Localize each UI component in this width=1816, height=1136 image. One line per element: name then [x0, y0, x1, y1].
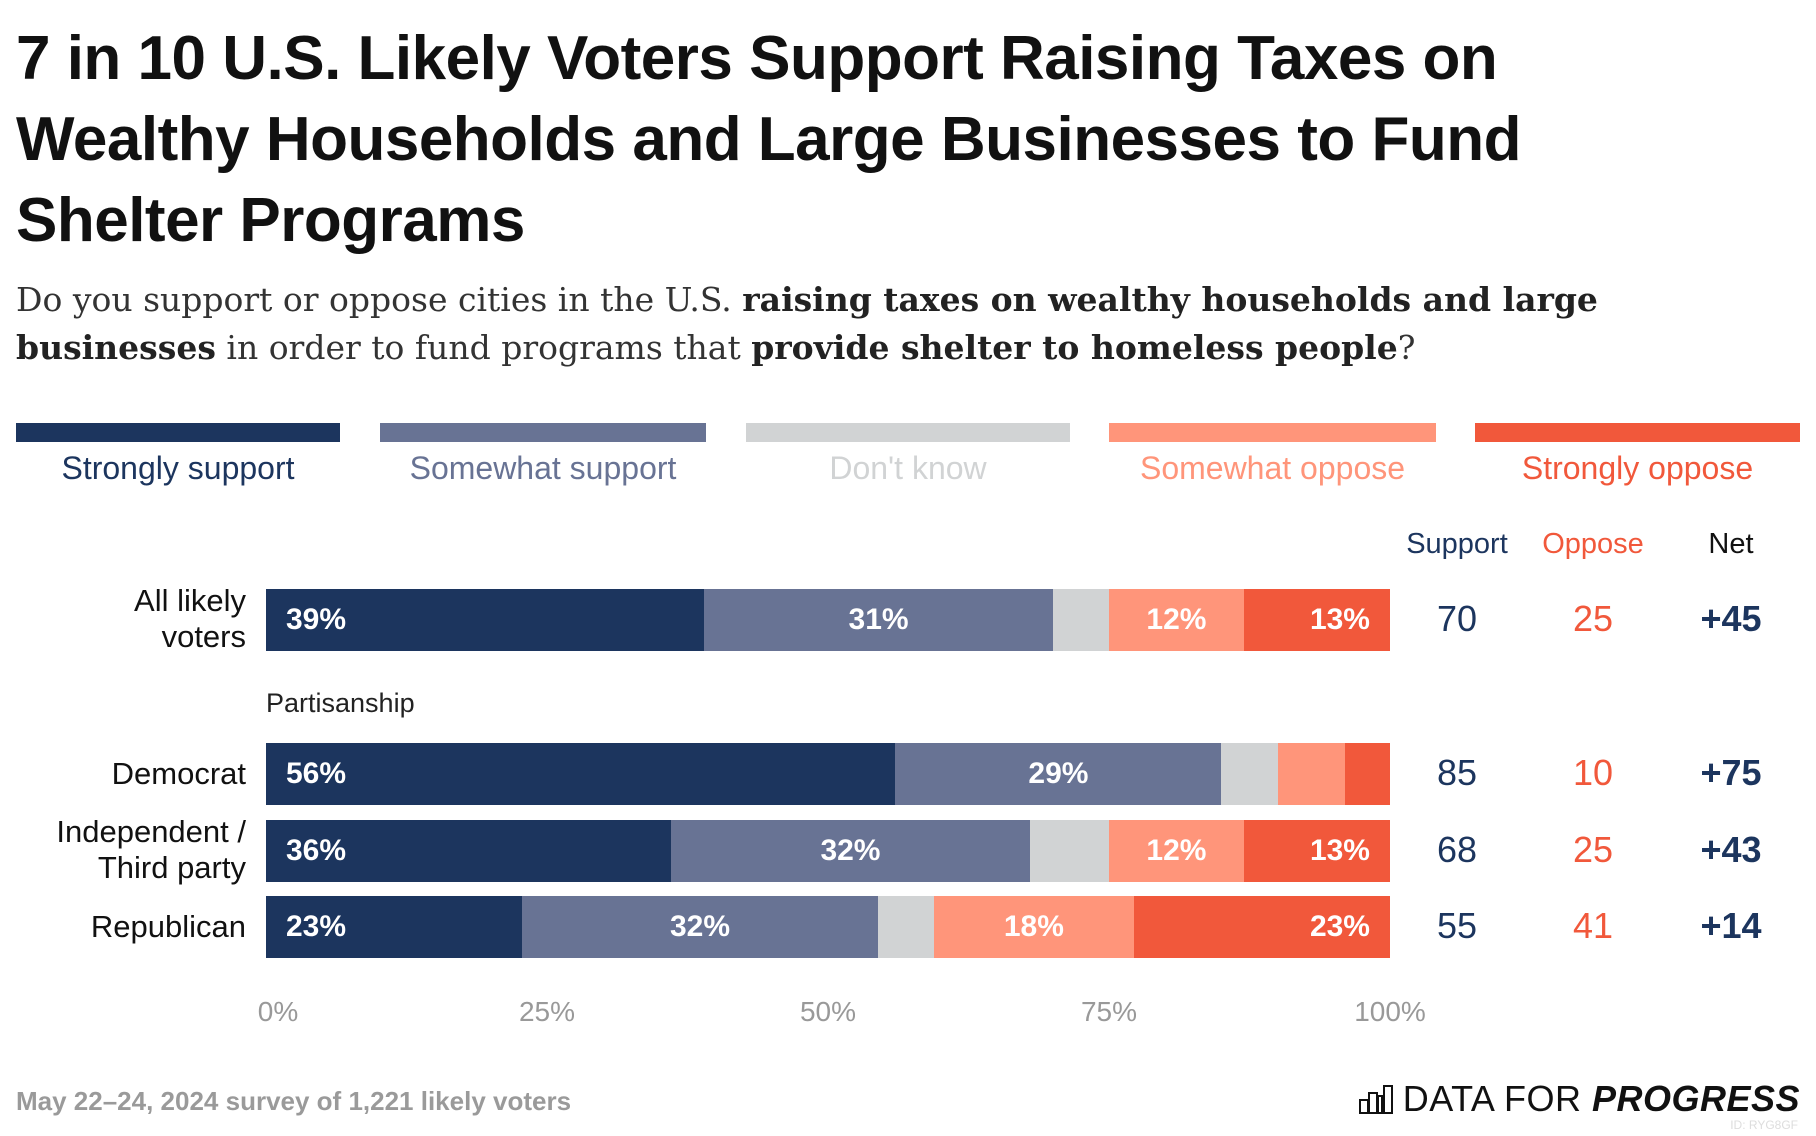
data-label: 12% [1146, 603, 1207, 636]
legend-label: Somewhat support [409, 450, 677, 486]
data-label: 23% [1309, 910, 1370, 943]
x-tick-label: 0% [257, 996, 299, 1027]
data-label: 36% [286, 834, 347, 867]
summary-net: +75 [1700, 752, 1762, 793]
chart-title: 7 in 10 U.S. Likely Voters Support Raisi… [16, 24, 1521, 255]
bar-segment [266, 743, 896, 805]
bar-segment [266, 820, 672, 882]
legend-swatch [1109, 423, 1436, 442]
bar-segment [1109, 589, 1245, 651]
summary-oppose: 41 [1572, 905, 1614, 946]
column-header: Net [1708, 528, 1754, 560]
bar-segment [1243, 589, 1391, 651]
data-label: 32% [669, 910, 731, 943]
bar-chart-logo-icon [1358, 1085, 1393, 1114]
footer-note: May 22–24, 2024 survey of 1,221 likely v… [16, 1086, 572, 1116]
chart-subtitle: Do you support or oppose cities in the U… [16, 276, 1806, 372]
bar-segment [266, 589, 705, 651]
legend-swatch [380, 423, 706, 442]
summary-net: +14 [1700, 905, 1762, 946]
summary-support: 70 [1436, 598, 1478, 639]
data-label: 13% [1309, 603, 1370, 636]
bar-segment [1134, 896, 1391, 958]
subtitle-bold: raising taxes on wealthy households and … [16, 280, 1598, 367]
data-label: 32% [820, 834, 881, 867]
summary-net: +43 [1700, 829, 1762, 870]
bar-segment [1030, 820, 1110, 882]
summary-support: 68 [1436, 829, 1478, 870]
logo: DATA FOR PROGRESS [1358, 1078, 1800, 1120]
data-label: 39% [286, 603, 347, 636]
bar-segment [704, 589, 1054, 651]
subtitle-text: in order to fund programs that [215, 328, 752, 367]
legend-swatch [1475, 423, 1800, 442]
subtitle-text: ? [1397, 328, 1416, 367]
bar-segment [670, 820, 1031, 882]
bar-segment [1277, 743, 1346, 805]
data-label: 29% [1028, 757, 1089, 790]
x-tick-label: 25% [518, 996, 576, 1027]
legend-label: Somewhat oppose [1139, 450, 1406, 486]
bar-segment [1109, 820, 1245, 882]
data-label: 13% [1309, 834, 1370, 867]
bar-segment [266, 896, 523, 958]
legend-label: Strongly support [61, 450, 295, 486]
summary-oppose: 25 [1572, 598, 1614, 639]
summary-support: 85 [1436, 752, 1478, 793]
bar-segment [1052, 589, 1110, 651]
data-label: 56% [286, 757, 347, 790]
x-tick-label: 50% [799, 996, 857, 1027]
bar-segment [933, 896, 1135, 958]
summary-oppose: 25 [1572, 829, 1614, 870]
bar-segment [1345, 743, 1391, 805]
legend-swatch [746, 423, 1070, 442]
data-label: 23% [286, 910, 347, 943]
group-label: Partisanship [266, 688, 415, 718]
data-label: 18% [1003, 910, 1064, 943]
legend-label: Strongly oppose [1521, 450, 1754, 486]
bar-segment [895, 743, 1222, 805]
bar-segment [1243, 820, 1391, 882]
legend-swatch [16, 423, 340, 442]
logo-text: DATA FOR PROGRESS [1402, 1078, 1800, 1119]
data-label: 31% [848, 603, 909, 636]
row-label: Republican [90, 909, 246, 944]
summary-net: +45 [1700, 598, 1762, 639]
row-label: Democrat [111, 756, 246, 791]
data-label: 12% [1146, 834, 1207, 867]
subtitle-text: Do you support or oppose cities in the U… [16, 280, 743, 319]
column-header: Oppose [1542, 528, 1644, 560]
chart-id: ID: RYG8GF [1730, 1118, 1798, 1132]
row-label: Independent / Third party [56, 814, 246, 885]
x-tick-label: 100% [1354, 996, 1426, 1027]
bar-segment [521, 896, 879, 958]
x-tick-label: 75% [1080, 996, 1138, 1027]
bar-segment [1221, 743, 1279, 805]
bar-segment [878, 896, 935, 958]
summary-support: 55 [1436, 905, 1478, 946]
subtitle-bold: provide shelter to homeless people [751, 328, 1398, 367]
legend-label: Don't know [829, 450, 987, 486]
column-header: Support [1406, 528, 1508, 560]
row-label: All likely voters [134, 583, 246, 654]
summary-oppose: 10 [1572, 752, 1614, 793]
